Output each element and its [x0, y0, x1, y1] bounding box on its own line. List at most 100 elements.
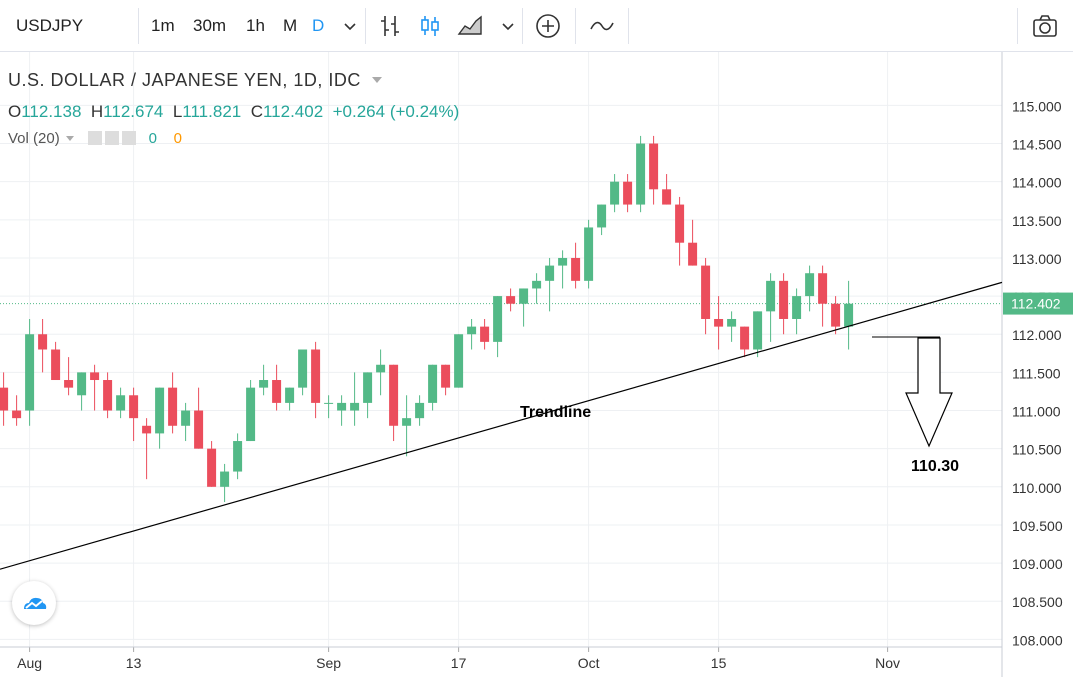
candle[interactable]: [532, 280, 542, 289]
candle[interactable]: [311, 349, 321, 403]
candle[interactable]: [428, 364, 438, 403]
candle[interactable]: [662, 189, 672, 205]
timeframe-1m[interactable]: 1m: [151, 16, 175, 35]
chevron-down-icon[interactable]: [494, 12, 522, 40]
candle[interactable]: [51, 349, 61, 381]
candle[interactable]: [610, 181, 620, 205]
last-price-badge: [1003, 292, 1073, 315]
trendline[interactable]: [0, 281, 1003, 570]
timeframe-1h[interactable]: 1h: [246, 16, 265, 35]
candle[interactable]: [233, 441, 243, 472]
timeframe-d[interactable]: D: [312, 16, 325, 35]
toolbar-divider: [1017, 8, 1018, 44]
candle[interactable]: [818, 273, 828, 304]
candle[interactable]: [25, 334, 35, 411]
candle[interactable]: [480, 326, 490, 342]
candle[interactable]: [207, 448, 217, 487]
candle[interactable]: [389, 364, 399, 426]
close-value: 112.402: [262, 102, 324, 121]
candle[interactable]: [350, 402, 360, 411]
candle[interactable]: [623, 181, 633, 205]
compare-icon[interactable]: [588, 12, 616, 40]
candle[interactable]: [766, 280, 776, 312]
candle[interactable]: [571, 257, 581, 281]
tradingview-logo[interactable]: [12, 581, 56, 625]
candle[interactable]: [675, 204, 685, 243]
candle[interactable]: [90, 372, 100, 381]
candle[interactable]: [298, 349, 308, 388]
x-tick-label: 17: [451, 655, 467, 671]
candles-style-icon[interactable]: [416, 12, 444, 40]
candle[interactable]: [688, 242, 698, 266]
candle[interactable]: [597, 204, 607, 228]
candle[interactable]: [64, 380, 74, 388]
timeframe-30m[interactable]: 30m: [193, 16, 227, 35]
legend-title[interactable]: U.S. DOLLAR / JAPANESE YEN, 1D, IDC: [8, 70, 361, 90]
candle[interactable]: [558, 257, 568, 266]
gear-icon[interactable]: [105, 131, 120, 145]
price-chart[interactable]: 115.000114.500114.000113.500113.000112.5…: [0, 52, 1073, 682]
candle[interactable]: [220, 471, 230, 487]
chevron-down-icon[interactable]: [336, 12, 364, 40]
add-indicator-icon[interactable]: [534, 12, 562, 40]
candle[interactable]: [584, 227, 594, 281]
candle[interactable]: [103, 380, 113, 411]
down-arrow-icon[interactable]: [905, 337, 953, 448]
close-icon[interactable]: [122, 131, 137, 145]
eye-icon[interactable]: [88, 131, 103, 145]
candle[interactable]: [272, 380, 282, 403]
candle[interactable]: [506, 296, 516, 304]
candle[interactable]: [792, 296, 802, 319]
candle[interactable]: [519, 288, 529, 304]
candle[interactable]: [649, 143, 659, 190]
candle[interactable]: [467, 326, 477, 335]
candle[interactable]: [181, 410, 191, 426]
candle[interactable]: [831, 303, 841, 327]
camera-icon[interactable]: [1031, 12, 1059, 40]
candle[interactable]: [844, 303, 854, 327]
candle[interactable]: [402, 418, 412, 426]
bar-style-icon[interactable]: [376, 12, 404, 40]
candle[interactable]: [285, 387, 295, 403]
candle[interactable]: [155, 387, 165, 434]
candle[interactable]: [753, 311, 763, 350]
chevron-down-icon[interactable]: [65, 136, 74, 141]
candle[interactable]: [259, 380, 269, 388]
symbol-search[interactable]: USDJPY: [16, 16, 84, 35]
candle[interactable]: [545, 265, 555, 281]
chevron-down-icon[interactable]: [371, 77, 382, 83]
candle[interactable]: [129, 395, 139, 419]
candle[interactable]: [168, 387, 178, 426]
candle[interactable]: [12, 410, 22, 419]
candle[interactable]: [116, 395, 126, 411]
target-label: 110.30: [911, 458, 959, 475]
candle[interactable]: [727, 318, 737, 327]
candle[interactable]: [740, 326, 750, 350]
candle[interactable]: [701, 265, 711, 319]
candle[interactable]: [636, 143, 646, 205]
candle[interactable]: [363, 372, 373, 403]
candle[interactable]: [77, 372, 87, 396]
candle[interactable]: [714, 318, 724, 327]
area-style-icon[interactable]: [456, 12, 484, 40]
candle[interactable]: [805, 273, 815, 297]
candle[interactable]: [337, 402, 347, 411]
candle[interactable]: [142, 425, 152, 434]
candle[interactable]: [38, 334, 48, 350]
candle[interactable]: [779, 280, 789, 319]
change-value: +0.264 (+0.24%): [332, 102, 460, 121]
candle[interactable]: [415, 402, 425, 419]
candle[interactable]: [493, 296, 503, 342]
volume-label[interactable]: Vol (20): [8, 130, 60, 147]
candle[interactable]: [441, 364, 451, 388]
candle[interactable]: [246, 387, 256, 442]
timeframe-m[interactable]: M: [283, 16, 298, 35]
y-tick-label: 113.500: [1012, 213, 1062, 229]
y-tick-label: 108.500: [1012, 594, 1063, 610]
candle[interactable]: [194, 410, 204, 449]
candle[interactable]: [324, 402, 334, 404]
candle[interactable]: [454, 334, 464, 388]
candle[interactable]: [0, 387, 9, 411]
y-tick-label: 113.000: [1012, 251, 1062, 267]
candle[interactable]: [376, 364, 386, 373]
